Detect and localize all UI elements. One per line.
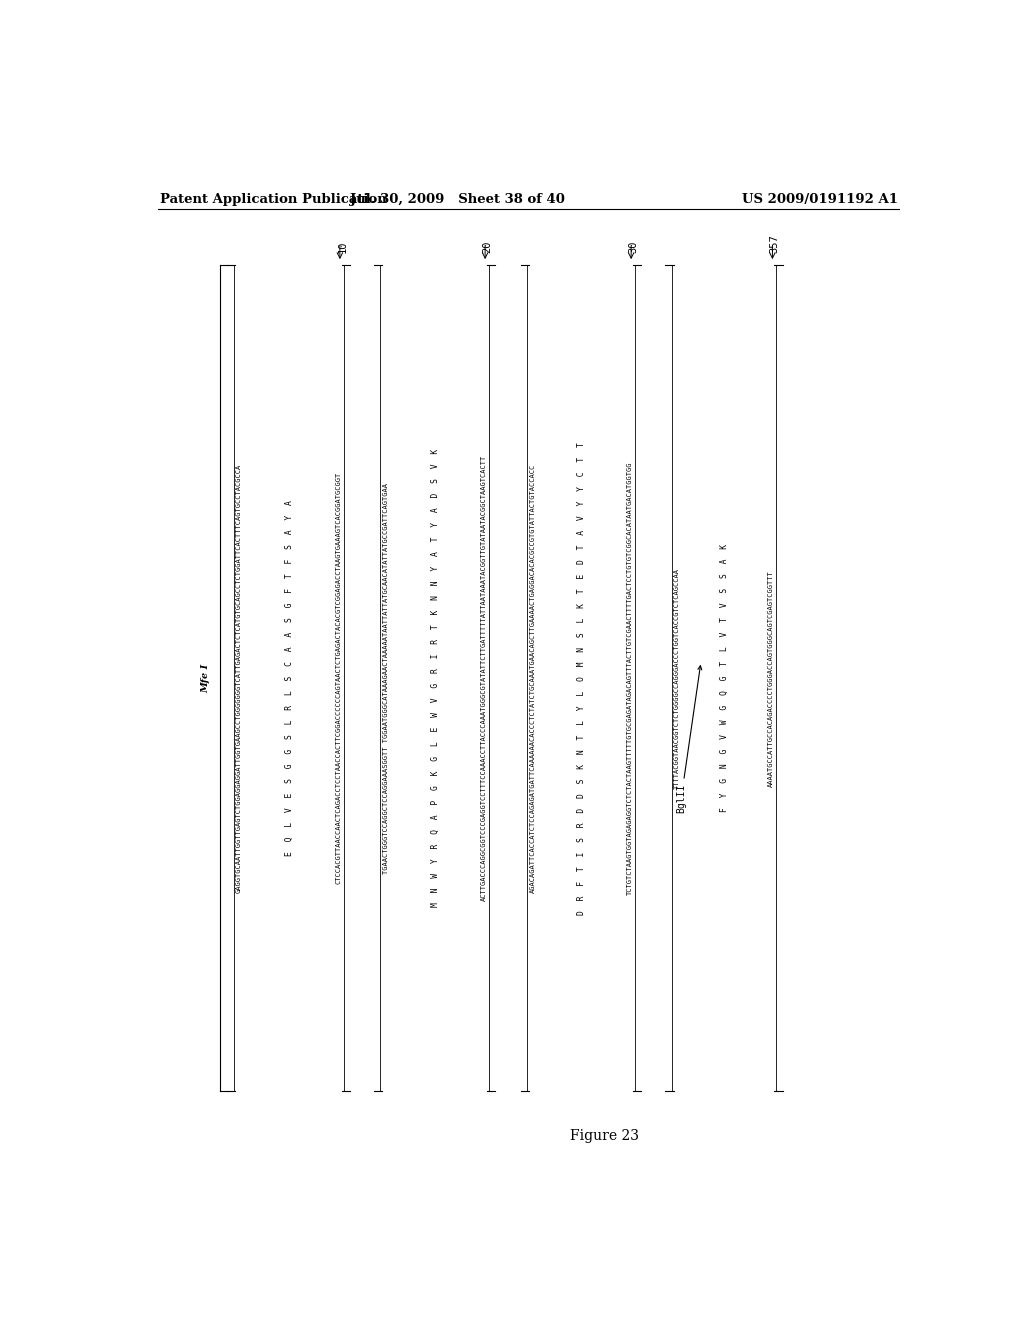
Text: GAGGTGCAATTGGTTGAGTCTGGAGGAGGATTGGTGAAGCCTGGGGGGGTCATTGAGACTCTCATGTGCAGCCTCTGGAT: GAGGTGCAATTGGTTGAGTCTGGAGGAGGATTGGTGAAGC… [237,463,242,892]
Text: TTTTACGGTAACGGTCTCTGGGGCCAGGGACCCTGGTCACCGTCTCAGCCAA: TTTTACGGTAACGGTCTCTGGGGCCAGGGACCCTGGTCAC… [674,568,680,789]
Text: AGACAGATTCACCATCTCCAGAGATGATTCAAAAAACACCCTCTATCTGCAAATGAACAGCTTGAAAACTGAGGACACAC: AGACAGATTCACCATCTCCAGAGATGATTCAAAAAACACC… [529,463,536,892]
Text: Figure 23: Figure 23 [569,1129,639,1143]
Text: Patent Application Publication: Patent Application Publication [160,193,386,206]
Text: E  Q  L  V  E  S  G  G  S  L  R  L  S  C  A  A  S  G  F  T  F  S  A  Y  A: E Q L V E S G G S L R L S C A A S G F T … [286,500,294,857]
Text: Jul. 30, 2009   Sheet 38 of 40: Jul. 30, 2009 Sheet 38 of 40 [350,193,565,206]
Text: ACTTGACCCAGGCGGTCCCGAGGTCCTTTCCAAACCTTACCCAAATGGGCGTATATTCTTGATTTTTATTAATAAATACG: ACTTGACCCAGGCGGTCCCGAGGTCCTTTCCAAACCTTAC… [480,455,486,902]
Text: BglII: BglII [676,665,701,813]
Text: D  R  F  T  I  S  R  D  D  S  K  N  T  L  Y  L  O  M  N  S  L  K  T  E  D  T  A : D R F T I S R D D S K N T L Y L O M N S … [578,442,587,915]
Text: 10: 10 [337,240,347,253]
Text: TGAACTGGGTCCAGGCTCCAGGAAASGGTT TGGAATGGGCATAAAGAACTAAAAATAATTATTATGCAACATATTATGC: TGAACTGGGTCCAGGCTCCAGGAAASGGTT TGGAATGGG… [383,483,389,874]
Text: F  Y  G  N  G  V  W  G  Q  G  T  L  V  T  V  S  S  A  K: F Y G N G V W G Q G T L V T V S S A K [720,544,729,812]
Text: AAAATGCCATTGCCACAGACCCCTGGGACCAGTGGGCAGTCGAGTCGGTTT: AAAATGCCATTGCCACAGACCCCTGGGACCAGTGGGCAGT… [768,570,774,787]
Text: TCTGTCTAAGTGGTAGAGAGGTCTCTACTAAGTTTTTGTGCGAGATAGACAGTTTACTTGTCGAACTTTTGACTCCTGTG: TCTGTCTAAGTGGTAGAGAGGTCTCTACTAAGTTTTTGTG… [627,462,633,895]
Text: Mfe I: Mfe I [202,664,210,693]
Text: 357: 357 [770,234,780,253]
Text: 30: 30 [629,240,639,253]
Text: M  N  W  Y  R  Q  A  P  G  K  G  L  E  W  V  G  R  I  R  T  K  N  N  Y  A  T  Y : M N W Y R Q A P G K G L E W V G R I R T … [431,449,440,907]
Text: 20: 20 [482,240,493,253]
Text: US 2009/0191192 A1: US 2009/0191192 A1 [741,193,898,206]
Text: CTCCACGTTAACCAACTCAGACCTCCTAACCACTTCGGACCCCCCAGTAACTCTGAGACTACACGTCGGAGACCTAAGTG: CTCCACGTTAACCAACTCAGACCTCCTAACCACTTCGGAC… [335,473,341,884]
